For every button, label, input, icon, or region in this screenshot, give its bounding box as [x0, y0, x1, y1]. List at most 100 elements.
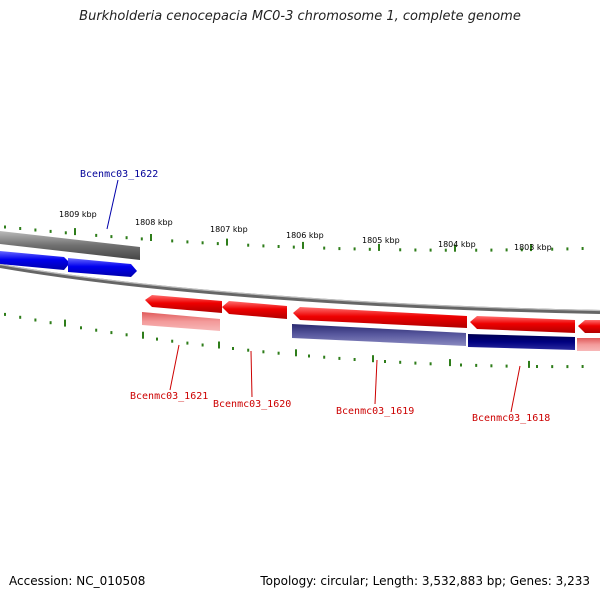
lower-minor-tick: [156, 337, 158, 341]
lower-minor-tick: [19, 315, 22, 319]
label-leader-bcenmc03-1620: [250, 350, 253, 398]
upper-minor-tick: [125, 236, 128, 240]
upper-major-tick: [150, 234, 152, 241]
map-title: Burkholderia cenocepacia MC0-3 chromosom…: [79, 9, 521, 24]
upper-minor-tick: [247, 243, 250, 247]
upper-minor-tick: [581, 247, 584, 250]
upper-minor-tick: [4, 225, 6, 229]
lower-major-tick: [142, 331, 144, 339]
lower-minor-tick: [49, 321, 52, 325]
gene-label-bcenmc03-1618[interactable]: Bcenmc03_1618: [472, 413, 550, 424]
lower-minor-tick: [308, 354, 310, 358]
label-leader-bcenmc03-1621: [169, 344, 180, 391]
lower-minor-tick: [384, 360, 386, 363]
gene-label-bcenmc03-1622[interactable]: Bcenmc03_1622: [80, 169, 158, 180]
upper-minor-tick: [216, 242, 219, 246]
lower-minor-tick: [277, 351, 280, 355]
upper-major-tick: [454, 244, 456, 252]
lower-minor-tick: [262, 350, 265, 354]
lower-minor-tick: [95, 328, 98, 332]
gene-arrow-bcenmc03-1618[interactable]: [470, 316, 575, 333]
lower-minor-tick: [125, 333, 128, 337]
upper-minor-tick: [140, 237, 143, 241]
upper-minor-tick: [19, 227, 22, 230]
lower-minor-tick: [490, 364, 493, 368]
gene-arrow-bcenmc03-1621[interactable]: [145, 295, 222, 313]
upper-minor-tick: [414, 248, 417, 252]
lower-minor-tick: [475, 363, 478, 367]
lower-minor-tick: [536, 365, 538, 368]
gray-feature-outer: [0, 231, 140, 260]
lower-tick-marks: [4, 312, 584, 369]
gene-arrow-bcenmc03-1620[interactable]: [222, 301, 287, 319]
lower-minor-tick: [353, 358, 356, 361]
lower-minor-tick: [110, 331, 113, 335]
upper-minor-tick: [64, 231, 67, 235]
lower-minor-tick: [460, 363, 462, 367]
lower-major-tick: [449, 359, 451, 367]
lower-minor-tick: [186, 341, 189, 345]
lower-major-tick: [295, 349, 297, 357]
lower-minor-tick: [505, 364, 508, 368]
upper-minor-tick: [95, 233, 98, 237]
tick-label-1806: 1806 kbp: [286, 231, 324, 240]
upper-minor-tick: [186, 240, 189, 244]
lower-minor-tick: [581, 365, 584, 368]
upper-tick-marks: [4, 225, 584, 252]
gene-arrow-bcenmc03-1619[interactable]: [293, 307, 467, 328]
lower-minor-tick: [4, 312, 6, 316]
upper-minor-tick: [262, 244, 265, 248]
upper-minor-tick: [520, 248, 523, 252]
lower-major-tick: [528, 360, 530, 368]
upper-minor-tick: [171, 239, 174, 243]
upper-minor-tick: [475, 248, 478, 252]
gene-label-bcenmc03-1621[interactable]: Bcenmc03_1621: [130, 391, 208, 402]
accession-text: Accession: NC_010508: [9, 574, 146, 588]
lower-minor-tick: [414, 361, 417, 365]
gene-arrow-bcenmc03-1622-a[interactable]: [0, 251, 70, 270]
tick-label-1804: 1804 kbp: [438, 240, 476, 249]
upper-major-tick: [378, 243, 380, 251]
lower-minor-tick: [429, 362, 432, 366]
slate-feature: [292, 324, 466, 346]
gene-label-bcenmc03-1619[interactable]: Bcenmc03_1619: [336, 406, 414, 417]
lower-minor-tick: [80, 326, 82, 330]
upper-minor-tick: [444, 248, 447, 252]
pink-feature-b: [577, 338, 600, 351]
upper-major-tick: [74, 228, 76, 236]
gene-arrow-partial-right[interactable]: [578, 320, 600, 333]
upper-minor-tick: [323, 246, 326, 250]
label-leader-bcenmc03-1619: [374, 359, 378, 405]
lower-minor-tick: [34, 318, 37, 322]
label-leader-bcenmc03-1622: [106, 179, 119, 230]
navy-feature: [468, 334, 575, 350]
upper-minor-tick: [368, 247, 371, 251]
topology-text: Topology: circular; Length: 3,532,883 bp…: [260, 574, 590, 588]
lower-minor-tick: [232, 347, 234, 350]
upper-minor-tick: [110, 235, 113, 239]
tick-label-1808: 1808 kbp: [135, 218, 173, 227]
upper-minor-tick: [292, 245, 295, 249]
label-leader-bcenmc03-1618: [510, 365, 521, 413]
lower-minor-tick: [323, 355, 326, 359]
gene-arrow-bcenmc03-1622-b[interactable]: [68, 258, 137, 277]
upper-major-tick: [302, 241, 304, 249]
tick-label-1807: 1807 kbp: [210, 225, 248, 234]
backbone-highlight: [0, 263, 600, 312]
upper-minor-tick: [201, 241, 204, 245]
tick-label-1805: 1805 kbp: [362, 236, 400, 245]
tick-label-1809: 1809 kbp: [59, 210, 97, 219]
lower-minor-tick: [399, 360, 402, 364]
upper-minor-tick: [277, 245, 280, 248]
upper-minor-tick: [399, 248, 402, 252]
lower-major-tick: [218, 341, 220, 349]
lower-major-tick: [372, 355, 374, 363]
lower-major-tick: [64, 319, 66, 327]
backbone-line: [0, 264, 600, 314]
lower-minor-tick: [566, 365, 569, 369]
upper-minor-tick: [505, 248, 508, 252]
gene-label-bcenmc03-1620[interactable]: Bcenmc03_1620: [213, 399, 291, 410]
upper-minor-tick: [551, 247, 554, 251]
upper-minor-tick: [490, 248, 493, 252]
